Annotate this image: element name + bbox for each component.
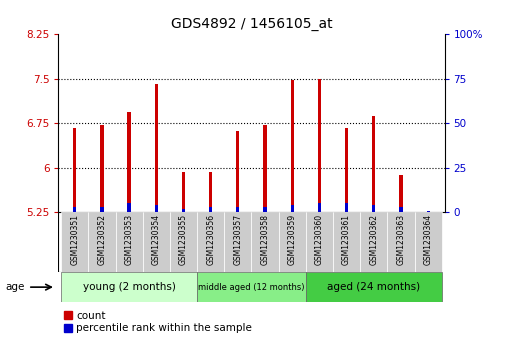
Bar [291,80,294,212]
Bar [372,116,375,212]
FancyBboxPatch shape [88,212,115,272]
FancyBboxPatch shape [58,212,439,272]
Bar [264,125,267,212]
Text: GSM1230351: GSM1230351 [70,213,79,265]
FancyBboxPatch shape [115,212,143,272]
Text: GSM1230354: GSM1230354 [152,213,161,265]
FancyBboxPatch shape [197,272,306,302]
Bar [236,131,239,212]
FancyBboxPatch shape [143,212,170,272]
FancyBboxPatch shape [251,212,279,272]
Bar [264,207,267,212]
Bar [318,79,321,212]
Bar [427,211,430,212]
Bar [209,172,212,212]
Text: GSM1230352: GSM1230352 [98,213,106,265]
Text: GSM1230363: GSM1230363 [397,213,405,265]
Legend: count, percentile rank within the sample: count, percentile rank within the sample [64,311,252,334]
Text: middle aged (12 months): middle aged (12 months) [198,283,305,291]
Text: aged (24 months): aged (24 months) [327,282,421,292]
Bar [182,172,185,212]
Bar [345,204,348,212]
Bar [209,207,212,212]
FancyBboxPatch shape [360,212,388,272]
Text: GSM1230356: GSM1230356 [206,213,215,265]
Text: GSM1230353: GSM1230353 [124,213,134,265]
Text: GSM1230362: GSM1230362 [369,213,378,265]
Bar [128,204,131,212]
Text: GSM1230357: GSM1230357 [233,213,242,265]
FancyBboxPatch shape [224,212,251,272]
FancyBboxPatch shape [306,272,442,302]
Text: GSM1230355: GSM1230355 [179,213,188,265]
Text: GSM1230361: GSM1230361 [342,213,351,265]
Bar [345,127,348,212]
Text: GSM1230359: GSM1230359 [288,213,297,265]
FancyBboxPatch shape [197,212,224,272]
Bar [128,111,131,212]
Bar [399,175,403,212]
Bar [291,205,294,212]
Bar [73,207,76,212]
Title: GDS4892 / 1456105_at: GDS4892 / 1456105_at [171,17,332,31]
Text: young (2 months): young (2 months) [83,282,176,292]
Bar [100,125,104,212]
Bar [154,205,158,212]
Bar [399,207,403,212]
Bar [73,127,76,212]
FancyBboxPatch shape [306,212,333,272]
FancyBboxPatch shape [279,212,306,272]
Bar [100,207,104,212]
Bar [372,205,375,212]
FancyBboxPatch shape [415,212,442,272]
Text: age: age [5,282,24,292]
Text: GSM1230360: GSM1230360 [315,213,324,265]
Bar [182,209,185,212]
FancyBboxPatch shape [388,212,415,272]
Bar [154,84,158,212]
FancyBboxPatch shape [61,272,197,302]
Text: GSM1230364: GSM1230364 [424,213,433,265]
Text: GSM1230358: GSM1230358 [261,213,270,265]
Bar [427,211,430,212]
FancyBboxPatch shape [170,212,197,272]
Bar [318,204,321,212]
FancyBboxPatch shape [61,212,88,272]
Bar [236,207,239,212]
FancyBboxPatch shape [333,212,360,272]
